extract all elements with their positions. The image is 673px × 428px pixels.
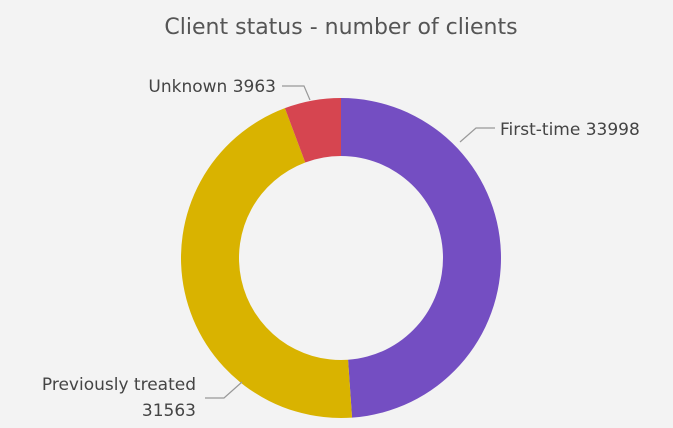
- label-name: Previously treated: [42, 375, 196, 395]
- leader-line: [282, 85, 311, 101]
- slice: [284, 98, 341, 163]
- donut: [180, 97, 502, 419]
- data-label: First-time 33998: [500, 120, 640, 140]
- label-value: 31563: [142, 401, 196, 421]
- slice: [341, 97, 502, 418]
- leader-line: [205, 381, 243, 399]
- label-name: First-time: [500, 120, 580, 140]
- label-value: 33998: [586, 120, 640, 140]
- slice: [180, 108, 353, 419]
- leader-line: [459, 127, 495, 143]
- data-label: Unknown 3963: [148, 77, 276, 97]
- label-name: Unknown: [148, 77, 227, 97]
- chart-title: Client status - number of clients: [164, 15, 517, 40]
- label-value: 3963: [233, 77, 276, 97]
